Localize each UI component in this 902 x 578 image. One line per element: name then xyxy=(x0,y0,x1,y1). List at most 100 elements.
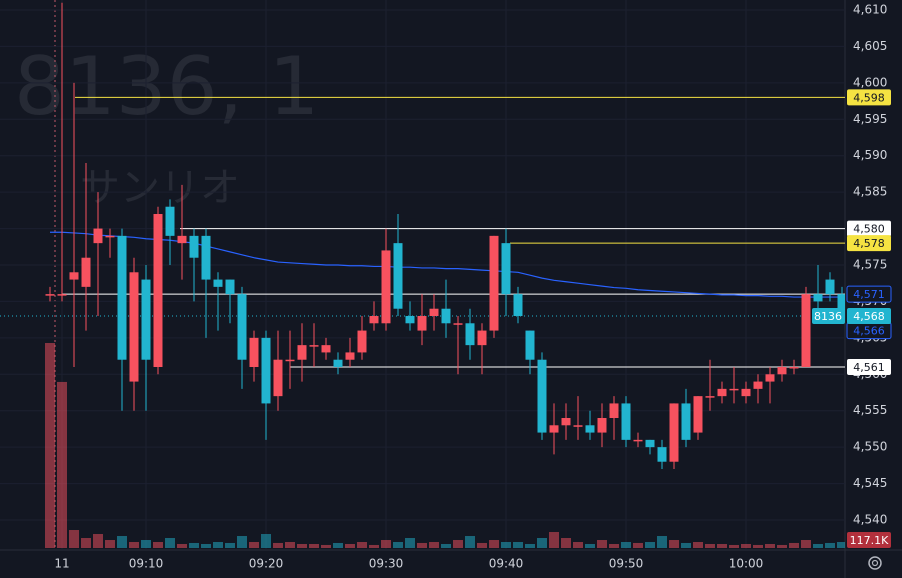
candle-body xyxy=(561,418,571,426)
candle-body xyxy=(429,308,439,316)
volume-bar xyxy=(573,542,583,548)
price-line-label: 4,580 xyxy=(853,223,885,236)
price-line-label: 4,598 xyxy=(853,91,885,104)
volume-bar xyxy=(585,544,595,548)
candle-body xyxy=(153,214,163,367)
candle-body xyxy=(537,359,547,433)
x-tick-label: 11 xyxy=(54,557,69,571)
volume-bar xyxy=(297,544,307,548)
volume-label-bg xyxy=(847,532,891,548)
candle-body xyxy=(213,279,223,287)
gear-core xyxy=(871,559,879,567)
candle-body xyxy=(441,308,451,324)
y-tick-label: 4,550 xyxy=(853,440,887,454)
price-line-label: 4,578 xyxy=(853,237,885,250)
volume-bar xyxy=(441,544,451,548)
volume-bar xyxy=(717,544,727,548)
volume-bar xyxy=(381,540,391,548)
volume-bar xyxy=(261,534,271,548)
volume-bar xyxy=(321,544,331,548)
volume-bar xyxy=(477,542,487,548)
volume-bar xyxy=(225,542,235,548)
volume-bar xyxy=(285,542,295,548)
settings-icon[interactable] xyxy=(868,556,882,570)
candle-body xyxy=(357,330,367,353)
candle-body xyxy=(525,330,535,360)
candle-body xyxy=(573,425,583,427)
volume-bar xyxy=(213,542,223,548)
price-line-label-bg xyxy=(847,235,891,252)
volume-bar xyxy=(429,542,439,548)
x-tick-label: 10:00 xyxy=(729,557,764,571)
volume-bar xyxy=(645,542,655,548)
candle-body xyxy=(585,425,595,433)
candle-body xyxy=(729,388,739,391)
grid xyxy=(0,0,845,550)
volume-bar xyxy=(621,542,631,548)
volume-bar xyxy=(369,544,379,548)
volume-bar xyxy=(117,536,127,548)
volume-bar xyxy=(405,538,415,548)
volume-bar xyxy=(501,542,511,548)
candle-body xyxy=(117,235,127,360)
price-line-label-bg xyxy=(847,220,891,237)
volume-bar xyxy=(465,536,475,548)
candle-body xyxy=(609,403,619,418)
volume-bar xyxy=(633,542,643,548)
candle-body xyxy=(549,425,559,433)
candle-body xyxy=(309,345,319,347)
candle-body xyxy=(45,294,55,296)
volume-bar xyxy=(189,542,199,548)
x-tick-label: 09:10 xyxy=(129,557,164,571)
volume-bar xyxy=(57,381,67,548)
volume-bar xyxy=(45,343,55,548)
candle-body xyxy=(249,337,259,367)
volume-bar xyxy=(165,538,175,548)
candle-body xyxy=(405,316,415,324)
volume-bar xyxy=(753,544,763,548)
candle-body xyxy=(777,367,787,375)
axis-badge: 4,571 xyxy=(853,288,885,301)
volume-bar xyxy=(105,540,115,548)
candle-body xyxy=(741,388,751,397)
candle-body xyxy=(693,396,703,433)
name-watermark: サンリオ xyxy=(80,165,240,211)
volume-bar xyxy=(525,544,535,548)
volume-bar xyxy=(453,540,463,548)
y-tick-label: 4,555 xyxy=(853,403,887,417)
candle-body xyxy=(57,294,67,296)
volume-bar xyxy=(729,544,739,548)
candle-body xyxy=(129,272,139,382)
y-tick-label: 4,585 xyxy=(853,185,887,199)
plot xyxy=(0,2,845,548)
volume-bar xyxy=(93,534,103,548)
price-line-label-bg xyxy=(847,359,891,375)
candle-body xyxy=(753,381,763,389)
volume-bar xyxy=(333,542,343,548)
last-price-tag: 8136 xyxy=(814,310,842,323)
volume-bar xyxy=(837,541,845,548)
volume-bar xyxy=(309,544,319,548)
volume-bar xyxy=(177,544,187,548)
volume-bar xyxy=(417,542,427,548)
candle-body xyxy=(81,257,91,287)
candle-body xyxy=(237,294,247,360)
candle-body xyxy=(69,272,79,280)
price-line-label: 4,561 xyxy=(853,361,885,374)
volume-bar xyxy=(825,542,835,548)
y-tick-label: 4,600 xyxy=(853,75,887,89)
candle-body xyxy=(141,279,151,360)
candle-body xyxy=(369,316,379,324)
y-tick-label: 4,595 xyxy=(853,112,887,126)
volume-bar xyxy=(801,540,811,548)
volume-bar xyxy=(249,542,259,548)
volume-bar xyxy=(513,542,523,548)
candle-body xyxy=(393,243,403,309)
candle-body xyxy=(465,323,475,346)
candle-body xyxy=(273,359,283,397)
candle-body xyxy=(513,294,523,316)
volume-bar xyxy=(489,540,499,548)
volume-bar xyxy=(153,542,163,548)
volume-bar xyxy=(357,542,367,548)
candle-body xyxy=(345,352,355,360)
